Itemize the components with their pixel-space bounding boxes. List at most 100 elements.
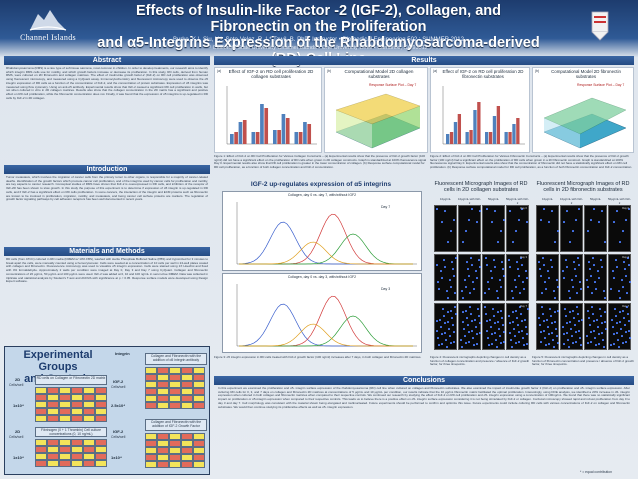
fig2b-response: Response Surface Plot – Day 7: [577, 83, 625, 87]
desc-r1-cell: Collagen and Fibronectin with the additi…: [145, 353, 207, 365]
group-cell: [181, 433, 193, 440]
micrograph-tile: [560, 205, 583, 252]
group-cell: [157, 447, 169, 454]
fig1a-chart: [226, 86, 317, 145]
micrograph-col-label: 50μg/mL: [488, 197, 499, 201]
group-cell: [59, 439, 71, 446]
group-cell: [145, 440, 157, 447]
group-cell: [83, 439, 95, 446]
bar: [251, 132, 256, 144]
results-header: Results: [214, 56, 634, 65]
mini2-svg: Day 3: [236, 284, 417, 347]
group-cell: [71, 387, 83, 394]
group-cell: [169, 461, 181, 468]
abstract-text: Rhabdomyosarcoma (RMS) is a rare type of…: [6, 67, 208, 100]
bar: [485, 132, 489, 144]
fig1a-title: Effect of IGF-2 on RD cell proliferation…: [228, 69, 314, 79]
group-cell: [193, 433, 205, 440]
group-cell: [59, 453, 71, 460]
micrograph-day-label: Day 0: [622, 207, 629, 210]
fig1b-response: Response Surface Plot – Day 7: [369, 83, 417, 87]
micrograph-day-label: Day 0: [520, 207, 527, 210]
group-cell: [59, 387, 71, 394]
introduction-header: Introduction: [4, 165, 210, 174]
group-cell: [157, 433, 169, 440]
cells-well-a: Cells/well: [9, 383, 24, 387]
micrograph-col-label: 50μg/mL with IGF-2: [506, 197, 529, 205]
bar: [260, 104, 264, 144]
bar: [504, 132, 508, 144]
micrograph-tile: Day 7: [608, 303, 631, 350]
micrograph-tile: [536, 254, 559, 301]
group-cell: [35, 387, 47, 394]
group-cell: [83, 394, 95, 401]
group-cell: [47, 401, 59, 408]
micrograph-tile: [434, 303, 457, 350]
group-cell: [145, 381, 157, 388]
day-label: Day 7: [381, 205, 390, 209]
desc-bottom-cell: Fibrinogen (0 + 1 Thrombin) Cell culture…: [35, 427, 107, 437]
micrograph-tile: [536, 205, 559, 252]
group-cell: [71, 408, 83, 415]
micrograph-col-label: 10μg/mL with IGF-2: [458, 197, 481, 205]
authors: Burke, K.¹, Siu, V.¹, Soto-Velez, R. ¹ *…: [173, 37, 464, 43]
igf2-chart-1: Collagen, day 0 vs. day 7, with/without …: [222, 191, 422, 271]
bar: [465, 132, 469, 144]
micrograph-day-label: Day 3: [520, 256, 527, 259]
group-cell: [181, 454, 193, 461]
fig1a-panel: (a): [217, 69, 222, 73]
group-cell: [47, 408, 59, 415]
group-cell: [169, 381, 181, 388]
university-crest-icon: [591, 11, 609, 41]
fig2b: (b) Computational Model 2D fibronectin s…: [532, 67, 634, 153]
histogram-line: [239, 295, 413, 347]
desc-r2-cell: Collagen and Fibronectin with the additi…: [145, 419, 207, 431]
group-cell: [193, 388, 205, 395]
group-cell: [95, 415, 107, 422]
university-seal-icon: [29, 10, 67, 31]
group-cell: [95, 453, 107, 460]
micrograph-col-label: 10μg/mL with IGF-2: [560, 197, 583, 205]
group-cell: [169, 433, 181, 440]
bar: [298, 132, 303, 144]
group-cell: [169, 395, 181, 402]
mini1-svg: Day 7: [236, 202, 417, 265]
fig2a-panel: (a): [433, 69, 438, 73]
fm2-title: Fluorescent Micrograph Images of RD cell…: [536, 181, 630, 193]
group-cell: [193, 374, 205, 381]
group-cell: [47, 446, 59, 453]
bar: [508, 132, 512, 144]
group-cell: [193, 454, 205, 461]
bar: [457, 114, 462, 144]
bar: [453, 122, 458, 144]
group-cell: [47, 453, 59, 460]
mini2-title: Collagen, day 0 vs. day 3, with/without …: [287, 275, 357, 279]
group-cell: [35, 460, 47, 467]
group-cell: [47, 460, 59, 467]
group-cell: [83, 401, 95, 408]
group-cell: [181, 440, 193, 447]
group-cell: [181, 402, 193, 409]
bar: [234, 132, 238, 144]
micrograph-tile: [584, 303, 607, 350]
group-cell: [193, 447, 205, 454]
bar: [273, 130, 277, 144]
bar: [242, 120, 247, 144]
bar: [516, 118, 520, 144]
group-cell: [181, 395, 193, 402]
bar: [264, 108, 269, 144]
group-cell: [169, 454, 181, 461]
group-cell: [47, 415, 59, 422]
igf2-chart-2: Collagen, day 0 vs. day 3, with/without …: [222, 273, 422, 353]
micrograph-tile: [560, 303, 583, 350]
bar: [277, 130, 281, 144]
group-cell: [157, 461, 169, 468]
group-cell: [145, 433, 157, 440]
group-cell: [59, 460, 71, 467]
group-cell: [157, 381, 169, 388]
group-cell: [95, 439, 107, 446]
mini1-title: Collagen, day 0 vs. day 7, with/without …: [287, 193, 357, 197]
day-label: Day 3: [381, 287, 390, 291]
micrograph-tile: [458, 303, 481, 350]
group-cell: [181, 388, 193, 395]
